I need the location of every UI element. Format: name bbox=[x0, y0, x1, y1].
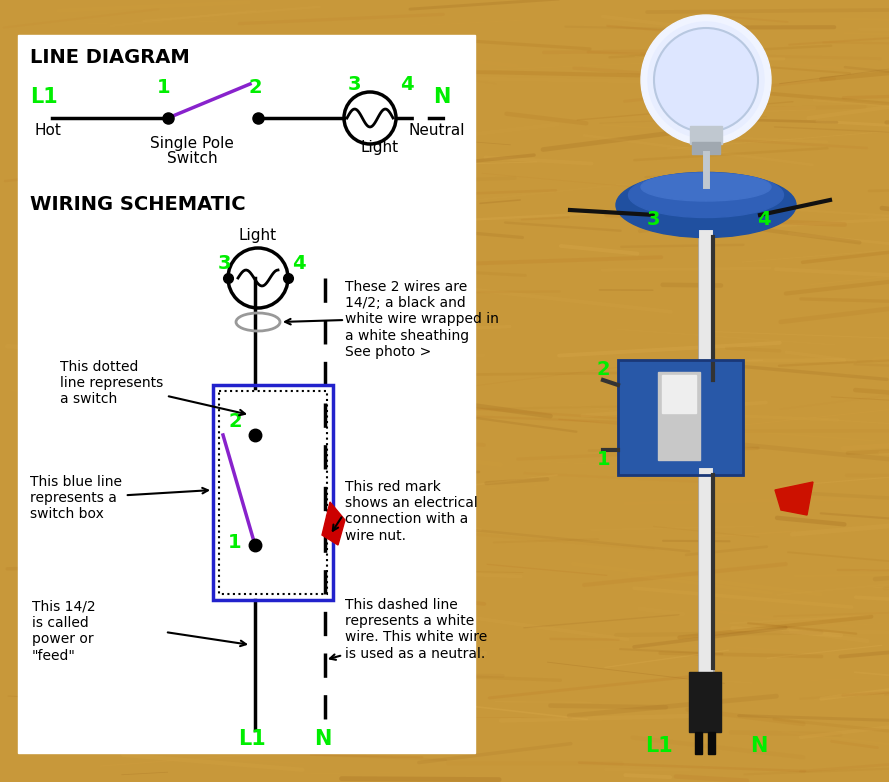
Bar bbox=[695, 732, 702, 754]
Bar bbox=[213, 385, 333, 600]
Text: 1: 1 bbox=[597, 450, 611, 469]
Ellipse shape bbox=[629, 173, 783, 217]
Text: Hot: Hot bbox=[35, 123, 62, 138]
Text: 3: 3 bbox=[348, 75, 362, 94]
Text: 2: 2 bbox=[248, 78, 261, 97]
Text: This dashed line
represents a white
wire. This white wire
is used as a neutral.: This dashed line represents a white wire… bbox=[345, 598, 487, 661]
Text: Single Pole: Single Pole bbox=[150, 136, 234, 151]
Text: 4: 4 bbox=[292, 254, 306, 273]
Text: 4: 4 bbox=[400, 75, 413, 94]
Text: 2: 2 bbox=[597, 360, 611, 379]
Bar bbox=[692, 142, 720, 154]
Text: Switch: Switch bbox=[167, 151, 217, 166]
Text: N: N bbox=[750, 736, 767, 756]
Text: This dotted
line represents
a switch: This dotted line represents a switch bbox=[60, 360, 245, 415]
Text: 3: 3 bbox=[218, 254, 231, 273]
Circle shape bbox=[648, 22, 764, 138]
Text: L1: L1 bbox=[238, 729, 266, 749]
Bar bbox=[618, 360, 743, 475]
Text: 4: 4 bbox=[757, 210, 771, 229]
Text: Neutral: Neutral bbox=[408, 123, 464, 138]
Circle shape bbox=[641, 15, 771, 145]
Text: 1: 1 bbox=[157, 78, 171, 97]
Text: Light: Light bbox=[360, 140, 398, 155]
Bar bbox=[708, 732, 715, 754]
Ellipse shape bbox=[641, 173, 771, 201]
Bar bbox=[662, 375, 696, 413]
Text: N: N bbox=[314, 729, 332, 749]
Bar bbox=[618, 360, 743, 475]
Text: This blue line
represents a
switch box: This blue line represents a switch box bbox=[30, 475, 208, 522]
Circle shape bbox=[654, 28, 758, 132]
Bar bbox=[689, 672, 721, 732]
Text: 2: 2 bbox=[228, 412, 242, 431]
Ellipse shape bbox=[616, 173, 796, 238]
Text: This red mark
shows an electrical
connection with a
wire nut.: This red mark shows an electrical connec… bbox=[345, 480, 477, 543]
Bar bbox=[18, 35, 475, 753]
Text: WIRING SCHEMATIC: WIRING SCHEMATIC bbox=[30, 195, 245, 214]
Text: Light: Light bbox=[238, 228, 276, 243]
Text: N: N bbox=[433, 87, 451, 107]
Bar bbox=[690, 126, 722, 144]
Bar bbox=[219, 391, 327, 594]
Polygon shape bbox=[322, 502, 345, 545]
Text: 1: 1 bbox=[228, 533, 242, 552]
Bar bbox=[658, 372, 700, 460]
Text: L1: L1 bbox=[645, 736, 673, 756]
Text: This 14/2
is called
power or
"feed": This 14/2 is called power or "feed" bbox=[32, 600, 96, 662]
Text: 3: 3 bbox=[647, 210, 661, 229]
Text: These 2 wires are
14/2; a black and
white wire wrapped in
a white sheathing
See : These 2 wires are 14/2; a black and whit… bbox=[345, 280, 499, 359]
Text: L1: L1 bbox=[30, 87, 58, 107]
Text: LINE DIAGRAM: LINE DIAGRAM bbox=[30, 48, 189, 67]
Polygon shape bbox=[775, 482, 813, 515]
